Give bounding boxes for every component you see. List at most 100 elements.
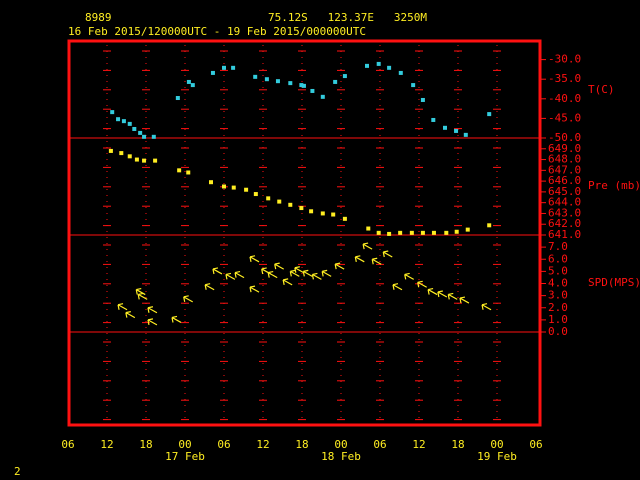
arrow-shape xyxy=(371,257,382,265)
y-axis-label: Pre (mb) xyxy=(588,179,640,192)
arrow-shape xyxy=(302,269,313,277)
point xyxy=(299,83,304,88)
wind-arrow xyxy=(249,255,260,263)
point xyxy=(366,226,371,231)
x-tick-label: 18 xyxy=(139,438,152,451)
y-tick-label: 5.0 xyxy=(548,264,568,277)
point xyxy=(275,79,280,84)
point xyxy=(134,157,139,162)
point xyxy=(253,192,258,197)
point xyxy=(487,112,492,117)
point xyxy=(177,168,182,173)
y-tick-label: 7.0 xyxy=(548,240,568,253)
frame xyxy=(67,39,542,427)
arrow-shape xyxy=(117,303,128,311)
wind-arrow xyxy=(294,266,305,274)
point xyxy=(253,74,258,79)
point xyxy=(209,180,213,185)
point xyxy=(444,230,449,235)
arrow-shape xyxy=(171,315,182,323)
wind-arrow xyxy=(417,280,427,288)
x-tick-label: 06 xyxy=(373,438,386,451)
point xyxy=(463,132,468,137)
y-tick-label: 649.0 xyxy=(548,142,581,155)
wind-arrow xyxy=(321,269,332,277)
y-tick-label: -50.0 xyxy=(548,131,581,144)
point xyxy=(487,223,492,228)
y-tick-label: 642.0 xyxy=(548,217,581,230)
arrow-shape xyxy=(447,292,458,300)
point xyxy=(342,216,347,221)
wind-arrow xyxy=(204,283,215,291)
point xyxy=(331,212,336,217)
x-tick-label: 00 xyxy=(334,438,347,451)
arrow-shape xyxy=(437,290,448,298)
wind-arrow xyxy=(249,285,260,293)
point xyxy=(132,126,137,131)
x-tick-label: 06 xyxy=(61,438,74,451)
point xyxy=(431,117,436,122)
wind-arrow xyxy=(404,272,414,280)
arrow-shape xyxy=(225,272,236,280)
point xyxy=(387,65,392,70)
point xyxy=(142,158,147,163)
arrow-shape xyxy=(147,306,158,314)
page-number: 2 xyxy=(14,465,21,478)
wind-arrow xyxy=(137,292,148,300)
point xyxy=(431,230,436,235)
point xyxy=(376,61,381,66)
y-tick-label: 6.0 xyxy=(548,252,568,265)
x-tick-label: 06 xyxy=(217,438,230,451)
arrow-shape xyxy=(404,272,414,280)
x-tick-label: 12 xyxy=(100,438,113,451)
x-tick-label: 18 xyxy=(295,438,308,451)
x-tick-label: 06 xyxy=(529,438,542,451)
point xyxy=(116,117,121,122)
point xyxy=(110,110,115,115)
arrow-shape xyxy=(249,255,260,263)
point xyxy=(186,170,191,175)
point xyxy=(301,83,306,88)
y-tick-label: -35.0 xyxy=(548,72,581,85)
y-tick-label: 648.0 xyxy=(548,153,581,166)
wind-arrow xyxy=(334,262,345,270)
y-axis-label: T(C) xyxy=(588,83,615,96)
arrow-shape xyxy=(274,262,284,270)
arrow-shape xyxy=(392,283,403,291)
point xyxy=(231,65,236,70)
point xyxy=(310,88,315,93)
wind-arrow xyxy=(147,318,158,326)
point xyxy=(443,125,447,130)
y-tick-label: 4.0 xyxy=(548,277,568,290)
arrow-shape xyxy=(249,285,260,293)
point xyxy=(264,77,269,82)
wind-arrow xyxy=(289,269,300,277)
x-tick-label: 12 xyxy=(412,438,425,451)
point xyxy=(342,74,347,79)
point xyxy=(320,94,325,99)
wind-arrow xyxy=(481,303,492,311)
point xyxy=(409,230,414,235)
chart-title: 16 Feb 2015/120000UTC - 19 Feb 2015/0000… xyxy=(68,25,366,38)
point xyxy=(411,83,416,88)
wind-arrow xyxy=(447,292,458,300)
point xyxy=(288,202,293,207)
y-tick-label: 643.0 xyxy=(548,206,581,219)
point xyxy=(127,121,132,126)
point xyxy=(222,184,226,189)
arrow-shape xyxy=(321,269,332,277)
arrow-shape xyxy=(147,318,158,326)
wind-arrow xyxy=(125,311,136,319)
y-tick-label: 646.0 xyxy=(548,174,581,187)
wind-arrow xyxy=(382,250,393,258)
wind-arrow xyxy=(282,278,293,286)
arrow-shape xyxy=(267,270,278,279)
arrow-shape xyxy=(294,266,305,274)
wind-arrow xyxy=(362,242,373,250)
wind-arrow xyxy=(183,295,193,303)
arrow-shape xyxy=(234,270,245,279)
arrow-shape xyxy=(125,311,136,319)
y-tick-label: 0.0 xyxy=(548,325,568,338)
y-tick-label: -45.0 xyxy=(548,111,581,124)
